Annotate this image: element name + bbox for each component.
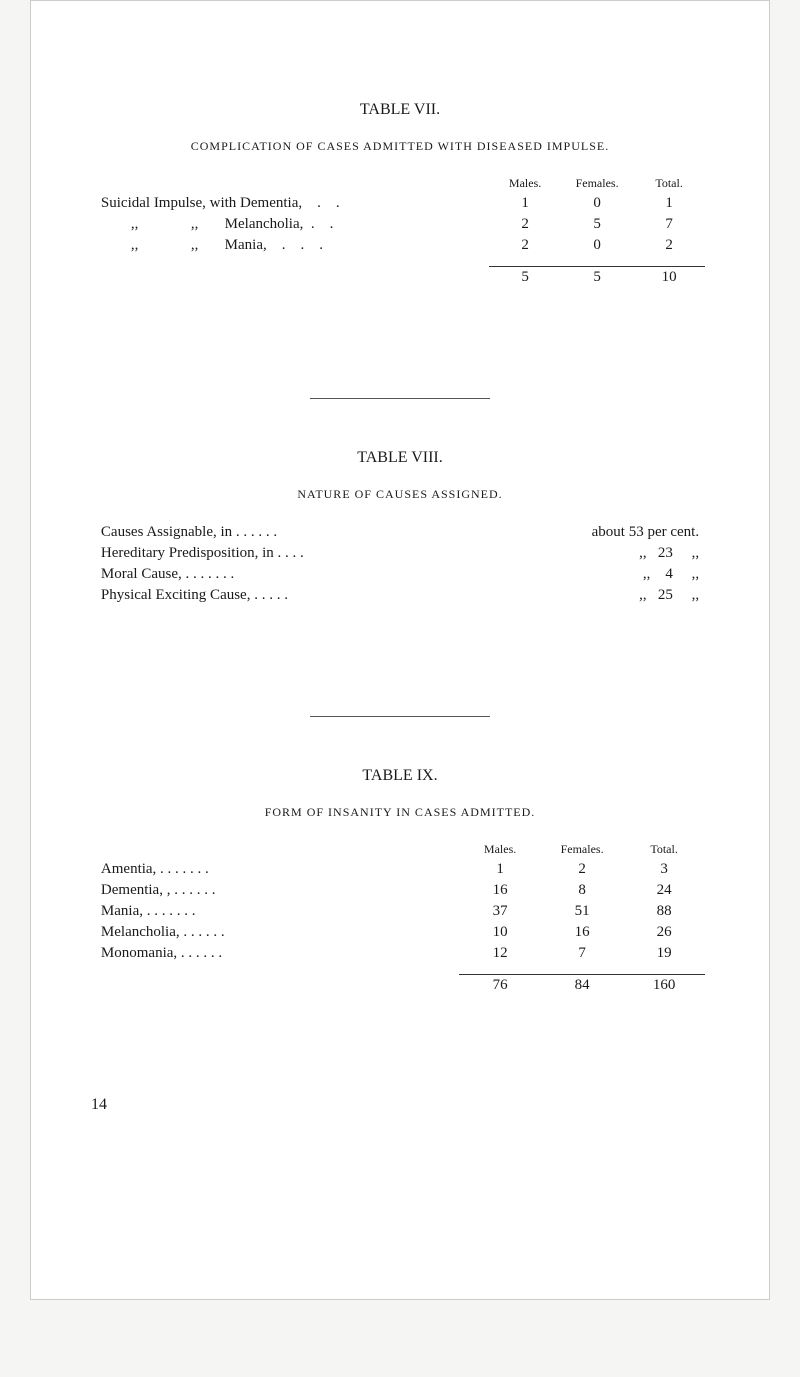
table9-total-total: 160	[623, 975, 705, 997]
table7-subtitle: COMPLICATION OF CASES ADMITTED WITH DISE…	[61, 139, 739, 154]
table7-row-total: 2	[633, 235, 705, 256]
table7-total-males: 5	[489, 267, 561, 289]
divider	[310, 398, 490, 399]
table-row: Monomania, . . . . . . 12 7 19	[95, 943, 705, 964]
table9-row-total: 26	[623, 922, 705, 943]
table9-total-row: 76 84 160	[95, 975, 705, 997]
table8-row-label: Hereditary Predisposition, in . . . .	[95, 543, 487, 564]
table7-row-females: 5	[561, 214, 633, 235]
table7-row-males: 1	[489, 193, 561, 214]
table-row: Suicidal Impulse, with Dementia, . . 1 0…	[95, 193, 705, 214]
table7-header-total: Total.	[633, 174, 705, 193]
table9-header-males: Males.	[459, 840, 541, 859]
table8-subtitle: NATURE OF CAUSES ASSIGNED.	[61, 487, 739, 502]
table9-row-label: Mania, . . . . . . .	[95, 901, 459, 922]
table7-row-females: 0	[561, 193, 633, 214]
table9-row-females: 51	[541, 901, 623, 922]
table7-total-females: 5	[561, 267, 633, 289]
table7-row-females: 0	[561, 235, 633, 256]
table9-row-males: 37	[459, 901, 541, 922]
table-row: Moral Cause, . . . . . . . ,, 4 ,,	[95, 564, 705, 585]
table7-row-label: ,, ,, Melancholia, . .	[95, 214, 489, 235]
table9-total-males: 76	[459, 975, 541, 997]
table7-row-label: Suicidal Impulse, with Dementia, . .	[95, 193, 489, 214]
table8-row-label: Causes Assignable, in . . . . . .	[95, 522, 487, 543]
table7-row-label: ,, ,, Mania, . . .	[95, 235, 489, 256]
table9-row-males: 10	[459, 922, 541, 943]
table9-row-label: Monomania, . . . . . .	[95, 943, 459, 964]
table7-total-total: 10	[633, 267, 705, 289]
table8-row-value: ,, 23 ,,	[487, 543, 705, 564]
table-row: ,, ,, Melancholia, . . 2 5 7	[95, 214, 705, 235]
table7-header-males: Males.	[489, 174, 561, 193]
table9-subtitle: FORM OF INSANITY IN CASES ADMITTED.	[61, 805, 739, 820]
table-row: Hereditary Predisposition, in . . . . ,,…	[95, 543, 705, 564]
table9-row-label: Amentia, . . . . . . .	[95, 859, 459, 880]
table7-row-total: 7	[633, 214, 705, 235]
table8-row-label: Moral Cause, . . . . . . .	[95, 564, 487, 585]
page: TABLE VII. COMPLICATION OF CASES ADMITTE…	[30, 0, 770, 1300]
table9-total-females: 84	[541, 975, 623, 997]
table7-total-row: 5 5 10	[95, 267, 705, 289]
table9-row-females: 16	[541, 922, 623, 943]
table9-row-total: 88	[623, 901, 705, 922]
table-row: Physical Exciting Cause, . . . . . ,, 25…	[95, 585, 705, 606]
table-row: Dementia, , . . . . . . 16 8 24	[95, 880, 705, 901]
table9-row-females: 7	[541, 943, 623, 964]
table9-header-row: Males. Females. Total.	[95, 840, 705, 859]
table8-row-value: ,, 25 ,,	[487, 585, 705, 606]
table9-row-females: 2	[541, 859, 623, 880]
table7-header-row: Males. Females. Total.	[95, 174, 705, 193]
table-row: Melancholia, . . . . . . 10 16 26	[95, 922, 705, 943]
table7-row-males: 2	[489, 214, 561, 235]
table9-row-label: Melancholia, . . . . . .	[95, 922, 459, 943]
table9-row-total: 3	[623, 859, 705, 880]
table8-row-label: Physical Exciting Cause, . . . . .	[95, 585, 487, 606]
table9-row-label: Dementia, , . . . . . .	[95, 880, 459, 901]
table8-title: TABLE VIII.	[61, 449, 739, 467]
table-row: Mania, . . . . . . . 37 51 88	[95, 901, 705, 922]
table7: Males. Females. Total. Suicidal Impulse,…	[95, 174, 705, 288]
table-row: Amentia, . . . . . . . 1 2 3	[95, 859, 705, 880]
table8-row-value: about 53 per cent.	[487, 522, 705, 543]
table9-row-males: 1	[459, 859, 541, 880]
table-row: Causes Assignable, in . . . . . . about …	[95, 522, 705, 543]
table7-title: TABLE VII.	[61, 101, 739, 119]
table9-header-females: Females.	[541, 840, 623, 859]
table8-row-value: ,, 4 ,,	[487, 564, 705, 585]
table9-row-females: 8	[541, 880, 623, 901]
table9-row-males: 12	[459, 943, 541, 964]
table9-row-total: 19	[623, 943, 705, 964]
table9: Males. Females. Total. Amentia, . . . . …	[95, 840, 705, 996]
table9-title: TABLE IX.	[61, 767, 739, 785]
table7-row-males: 2	[489, 235, 561, 256]
table9-header-total: Total.	[623, 840, 705, 859]
page-number: 14	[91, 1096, 739, 1114]
table-row: ,, ,, Mania, . . . 2 0 2	[95, 235, 705, 256]
table9-row-males: 16	[459, 880, 541, 901]
table8: Causes Assignable, in . . . . . . about …	[95, 522, 705, 606]
table7-header-females: Females.	[561, 174, 633, 193]
table7-row-total: 1	[633, 193, 705, 214]
divider	[310, 716, 490, 717]
table9-row-total: 24	[623, 880, 705, 901]
